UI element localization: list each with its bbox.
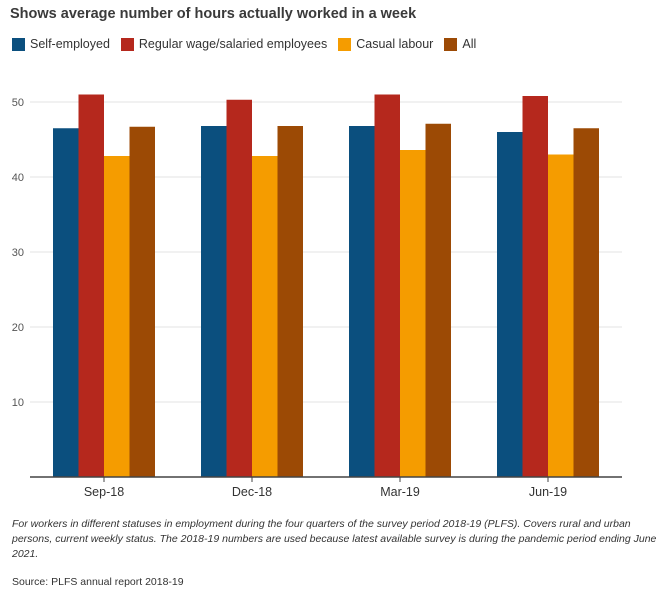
bar-dec-18-all <box>277 126 303 477</box>
y-tick-label-40: 40 <box>12 172 24 184</box>
bar-jun-19-all <box>573 128 599 477</box>
x-tick-label-jun-19: Jun-19 <box>529 485 567 499</box>
legend-swatch-self-employed <box>12 37 25 51</box>
y-tick-label-50: 50 <box>12 97 24 109</box>
bar-sep-18-all <box>129 126 155 477</box>
bar-sep-18-self-employed <box>53 128 79 477</box>
y-tick-label-10: 10 <box>12 397 24 409</box>
bar-dec-18-self-employed <box>201 126 227 477</box>
bar-jun-19-casual-labour <box>548 154 574 477</box>
chart-title: Shows average number of hours actually w… <box>10 6 417 22</box>
legend-item-regular-wage: Regular wage/salaried employees <box>120 37 328 51</box>
legend-label-all: All <box>462 37 477 51</box>
bar-mar-19-self-employed <box>349 126 375 477</box>
bar-mar-19-casual-labour <box>400 150 426 477</box>
bar-chart: 10 20 30 40 50 Sep-18 Dec-18 Mar-19 Jun-19 <box>12 94 622 499</box>
legend-label-self-employed: Self-employed <box>30 37 110 51</box>
bar-mar-19-regular-wage-salaried-employees <box>374 94 400 477</box>
legend-swatch-all <box>444 37 458 51</box>
bar-sep-18-regular-wage-salaried-employees <box>78 94 104 477</box>
bar-jun-19-regular-wage-salaried-employees <box>522 96 548 477</box>
legend-swatch-regular-wage <box>120 37 134 51</box>
bar-sep-18-casual-labour <box>104 156 130 477</box>
chart-source: Source: PLFS annual report 2018-19 <box>12 576 184 588</box>
legend-item-casual-labour: Casual labour <box>338 37 433 51</box>
x-tick-label-mar-19: Mar-19 <box>380 485 420 499</box>
chart-footnote: For workers in different statuses in emp… <box>12 518 657 560</box>
y-tick-label-30: 30 <box>12 247 24 259</box>
legend-label-regular-wage: Regular wage/salaried employees <box>138 37 328 51</box>
x-tick-label-dec-18: Dec-18 <box>232 485 272 499</box>
legend-label-casual-labour: Casual labour <box>356 37 434 51</box>
x-tick-label-sep-18: Sep-18 <box>84 485 124 499</box>
bar-dec-18-regular-wage-salaried-employees <box>226 99 252 477</box>
bar-jun-19-self-employed <box>497 132 523 477</box>
legend-swatch-casual-labour <box>338 37 352 51</box>
bar-mar-19-all <box>425 123 451 477</box>
legend-item-self-employed: Self-employed <box>12 37 110 51</box>
chart-legend: Self-employed Regular wage/salaried empl… <box>12 37 487 51</box>
y-tick-label-20: 20 <box>12 322 24 334</box>
legend-item-all: All <box>444 37 476 51</box>
bar-dec-18-casual-labour <box>252 156 278 477</box>
